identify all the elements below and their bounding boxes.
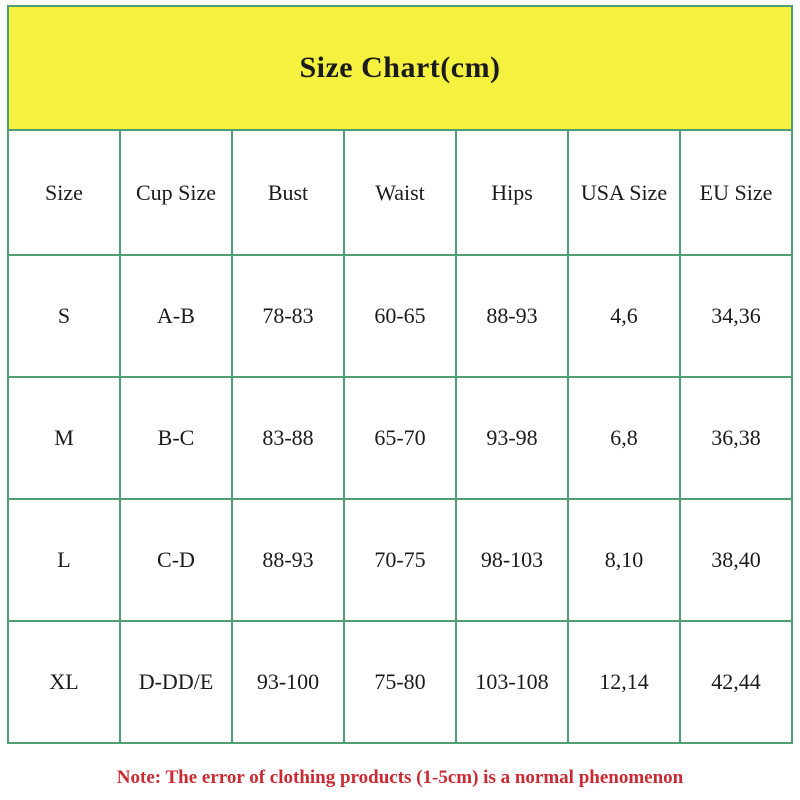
cell-size: M bbox=[7, 376, 121, 500]
cell-hips: 88-93 bbox=[455, 254, 569, 378]
cell-usa-size: 6,8 bbox=[567, 376, 681, 500]
cell-size: XL bbox=[7, 620, 121, 744]
table-row-s: S A-B 78-83 60-65 88-93 4,6 34,36 bbox=[7, 254, 793, 378]
cell-cup-size: A-B bbox=[119, 254, 233, 378]
size-chart-page: Size Chart(cm) Size Cup Size Bust Waist … bbox=[0, 5, 800, 800]
cell-bust: 83-88 bbox=[231, 376, 345, 500]
cell-bust: 88-93 bbox=[231, 498, 345, 622]
page-title: Size Chart(cm) bbox=[299, 51, 501, 84]
cell-hips: 93-98 bbox=[455, 376, 569, 500]
cell-waist: 70-75 bbox=[343, 498, 457, 622]
note-text: Note: The error of clothing products (1-… bbox=[116, 767, 684, 788]
cell-waist: 75-80 bbox=[343, 620, 457, 744]
cell-hips: 103-108 bbox=[455, 620, 569, 744]
column-header-eu-size: EU Size bbox=[679, 129, 793, 256]
cell-waist: 65-70 bbox=[343, 376, 457, 500]
cell-hips: 98-103 bbox=[455, 498, 569, 622]
cell-usa-size: 4,6 bbox=[567, 254, 681, 378]
cell-size: L bbox=[7, 498, 121, 622]
table-row-l: L C-D 88-93 70-75 98-103 8,10 38,40 bbox=[7, 498, 793, 622]
cell-bust: 93-100 bbox=[231, 620, 345, 744]
cell-bust: 78-83 bbox=[231, 254, 345, 378]
table-row-m: M B-C 83-88 65-70 93-98 6,8 36,38 bbox=[7, 376, 793, 500]
table-row-xl: XL D-DD/E 93-100 75-80 103-108 12,14 42,… bbox=[7, 620, 793, 744]
cell-size: S bbox=[7, 254, 121, 378]
cell-waist: 60-65 bbox=[343, 254, 457, 378]
column-header-size: Size bbox=[7, 129, 121, 256]
title-banner-row: Size Chart(cm) bbox=[7, 5, 793, 131]
cell-eu-size: 42,44 bbox=[679, 620, 793, 744]
cell-usa-size: 12,14 bbox=[567, 620, 681, 744]
column-header-waist: Waist bbox=[343, 129, 457, 256]
table-header-row: Size Cup Size Bust Waist Hips USA Size E… bbox=[7, 129, 793, 256]
column-header-hips: Hips bbox=[455, 129, 569, 256]
cell-cup-size: C-D bbox=[119, 498, 233, 622]
column-header-usa-size: USA Size bbox=[567, 129, 681, 256]
column-header-bust: Bust bbox=[231, 129, 345, 256]
column-header-cup-size: Cup Size bbox=[119, 129, 233, 256]
size-chart-table: Size Chart(cm) Size Cup Size Bust Waist … bbox=[7, 5, 793, 744]
title-banner: Size Chart(cm) bbox=[7, 5, 793, 131]
cell-eu-size: 36,38 bbox=[679, 376, 793, 500]
cell-usa-size: 8,10 bbox=[567, 498, 681, 622]
cell-cup-size: D-DD/E bbox=[119, 620, 233, 744]
cell-eu-size: 38,40 bbox=[679, 498, 793, 622]
cell-eu-size: 34,36 bbox=[679, 254, 793, 378]
cell-cup-size: B-C bbox=[119, 376, 233, 500]
